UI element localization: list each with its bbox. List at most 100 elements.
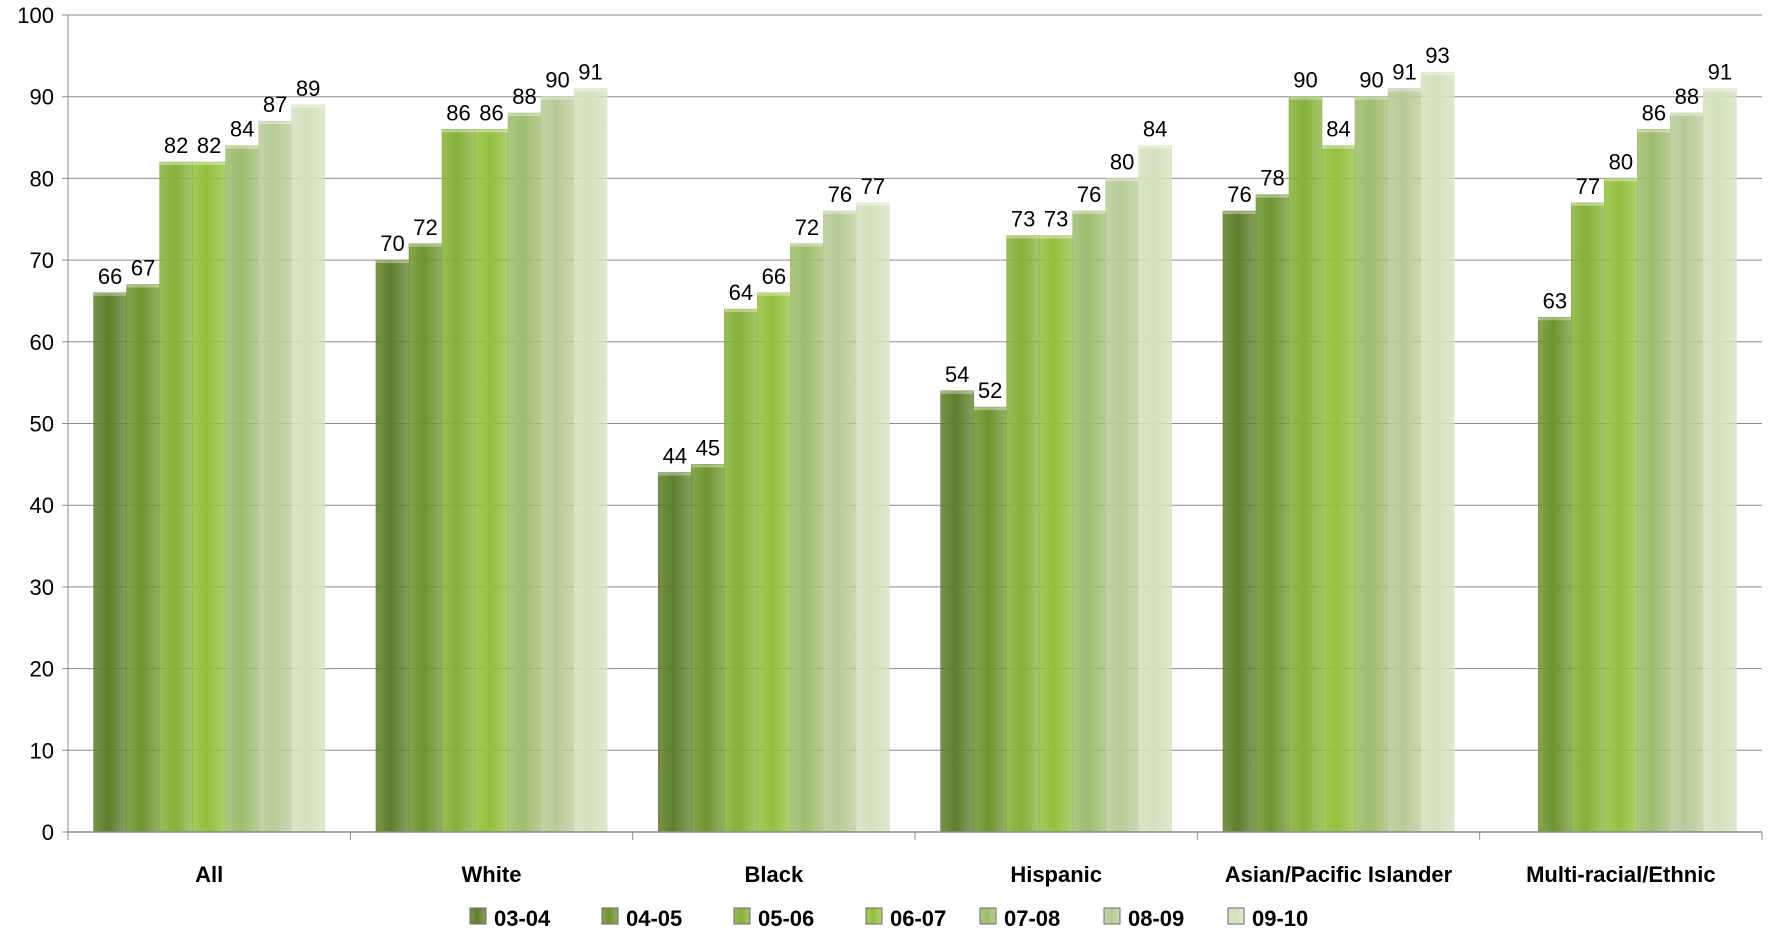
data-label: 90 bbox=[1359, 68, 1383, 93]
bar-top-highlight bbox=[508, 113, 541, 117]
bar bbox=[1387, 88, 1422, 833]
legend-label: 06-07 bbox=[890, 906, 946, 931]
data-label: 64 bbox=[729, 280, 753, 305]
data-label: 73 bbox=[1044, 207, 1068, 232]
category-label: Asian/Pacific Islander bbox=[1225, 862, 1453, 887]
bar bbox=[1255, 194, 1290, 833]
bar bbox=[474, 129, 509, 833]
bar bbox=[1222, 210, 1257, 833]
data-label: 86 bbox=[446, 100, 470, 125]
data-label: 66 bbox=[762, 264, 786, 289]
legend-swatch bbox=[1103, 907, 1121, 925]
bar bbox=[1288, 96, 1323, 833]
bar-top-highlight bbox=[1289, 96, 1322, 100]
bar bbox=[1105, 178, 1139, 833]
data-label: 90 bbox=[545, 68, 569, 93]
bar bbox=[441, 129, 476, 833]
data-label: 78 bbox=[1260, 166, 1284, 191]
legend-label: 08-09 bbox=[1128, 906, 1184, 931]
y-tick-label: 50 bbox=[30, 412, 54, 437]
bar bbox=[225, 145, 259, 833]
bar-top-highlight bbox=[475, 129, 508, 133]
data-label: 54 bbox=[945, 362, 969, 387]
y-tick-label: 40 bbox=[30, 493, 54, 518]
bar-top-highlight bbox=[1604, 178, 1638, 182]
category-label: White bbox=[462, 862, 522, 887]
bar-top-highlight bbox=[658, 472, 692, 476]
bar bbox=[1571, 202, 1605, 833]
bar-top-highlight bbox=[159, 162, 193, 166]
bar-top-highlight bbox=[724, 309, 758, 313]
bar bbox=[1072, 210, 1106, 833]
bar-top-highlight bbox=[823, 211, 857, 215]
legend-swatch bbox=[1227, 907, 1245, 925]
bar bbox=[1321, 145, 1356, 833]
bar-top-highlight bbox=[1637, 129, 1671, 133]
bar bbox=[691, 464, 725, 833]
legend-label: 07-08 bbox=[1004, 906, 1060, 931]
bar-top-highlight bbox=[1138, 145, 1172, 149]
bar-top-highlight bbox=[225, 145, 259, 149]
data-label: 88 bbox=[1675, 84, 1699, 109]
y-tick-label: 0 bbox=[42, 820, 54, 845]
bar-top-highlight bbox=[541, 96, 574, 100]
bar-top-highlight bbox=[1072, 211, 1106, 215]
bar-top-highlight bbox=[1223, 211, 1256, 215]
bar-top-highlight bbox=[1256, 194, 1289, 198]
data-labels: 66 67 82 82 84 87 89 70 72 86 86 88 90 91 44 45 64 66 72 76… bbox=[98, 43, 1732, 468]
category-label: Black bbox=[744, 862, 803, 887]
bar-top-highlight bbox=[1571, 202, 1605, 206]
bar bbox=[856, 202, 890, 833]
data-label: 93 bbox=[1425, 43, 1449, 68]
bar bbox=[159, 161, 193, 833]
data-label: 44 bbox=[663, 444, 687, 469]
data-label: 91 bbox=[1392, 60, 1416, 85]
bar bbox=[1039, 235, 1073, 833]
bar bbox=[258, 120, 292, 833]
category-label: All bbox=[195, 862, 223, 887]
bar bbox=[658, 472, 692, 833]
data-label: 84 bbox=[1326, 117, 1350, 142]
bar bbox=[790, 243, 824, 833]
bar bbox=[1538, 316, 1572, 833]
category-label: Hispanic bbox=[1010, 862, 1102, 887]
bar bbox=[375, 259, 410, 833]
bar-top-highlight bbox=[1421, 72, 1454, 76]
data-label: 76 bbox=[1077, 182, 1101, 207]
bar-top-highlight bbox=[574, 88, 607, 92]
bar bbox=[1604, 178, 1638, 833]
data-label: 91 bbox=[1708, 60, 1732, 85]
legend-label: 04-05 bbox=[626, 906, 682, 931]
y-tick-label: 90 bbox=[30, 85, 54, 110]
y-tick-label: 30 bbox=[30, 575, 54, 600]
data-label: 82 bbox=[164, 133, 188, 158]
bar bbox=[291, 104, 325, 833]
bar-top-highlight bbox=[790, 243, 824, 247]
legend-label: 09-10 bbox=[1252, 906, 1308, 931]
bar bbox=[408, 243, 443, 833]
bar bbox=[1637, 129, 1671, 833]
bar-top-highlight bbox=[973, 407, 1007, 411]
bars bbox=[93, 71, 1737, 833]
data-label: 67 bbox=[131, 256, 155, 281]
bar-top-highlight bbox=[1039, 235, 1073, 239]
bar bbox=[540, 96, 575, 833]
bar-top-highlight bbox=[291, 104, 325, 108]
bar bbox=[93, 292, 127, 833]
bar bbox=[1138, 145, 1172, 833]
legend-swatch bbox=[865, 907, 883, 925]
data-label: 45 bbox=[696, 435, 720, 460]
y-tick-label: 70 bbox=[30, 248, 54, 273]
legend-label: 05-06 bbox=[758, 906, 814, 931]
bar bbox=[724, 308, 758, 833]
bar-top-highlight bbox=[409, 243, 442, 247]
bar-top-highlight bbox=[1355, 96, 1388, 100]
bar-top-highlight bbox=[93, 292, 127, 296]
data-label: 77 bbox=[861, 174, 885, 199]
bar bbox=[973, 406, 1007, 833]
bar bbox=[1006, 235, 1040, 833]
data-label: 66 bbox=[98, 264, 122, 289]
bar-top-highlight bbox=[856, 202, 890, 206]
bar-top-highlight bbox=[757, 292, 791, 296]
